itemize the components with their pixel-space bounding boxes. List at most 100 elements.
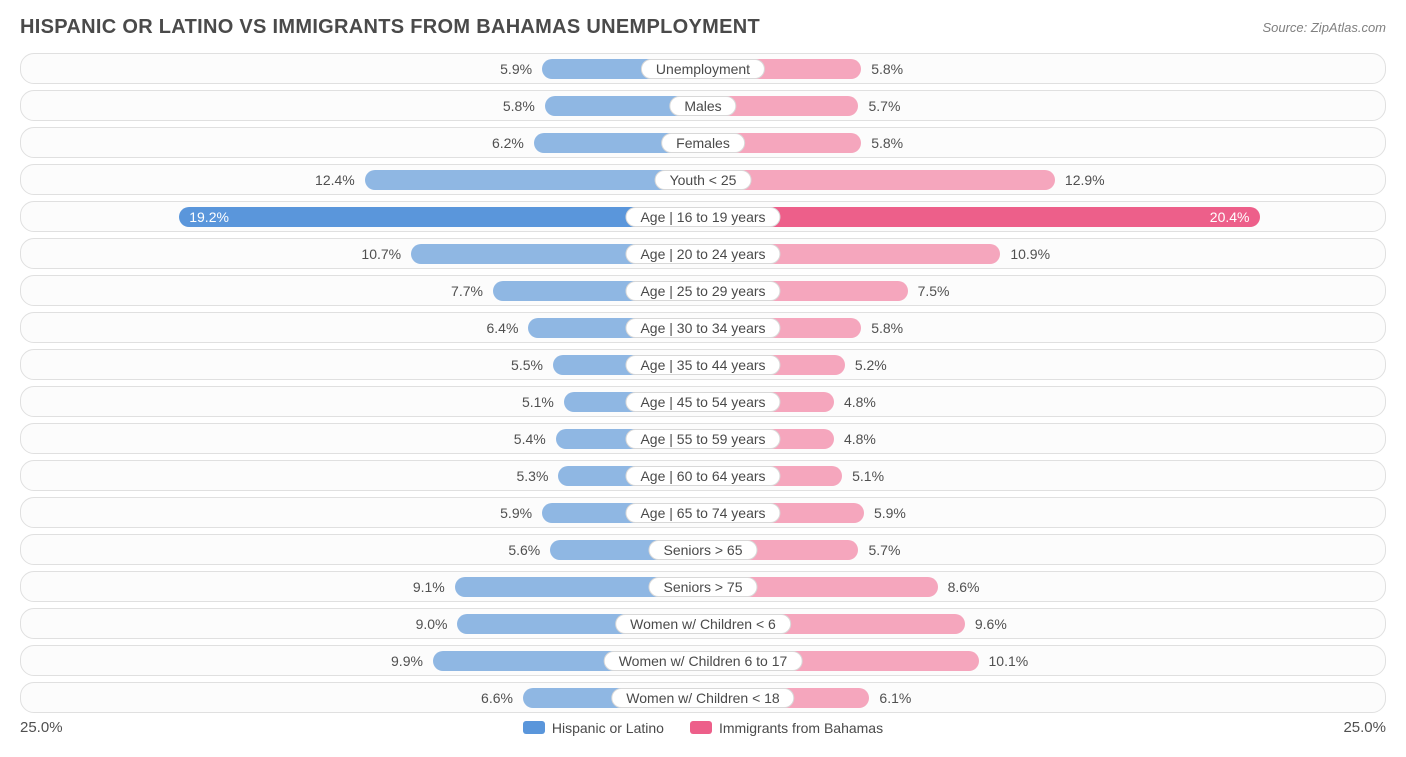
row-half-left: 6.2% <box>21 128 703 157</box>
axis-max-left: 25.0% <box>20 719 63 736</box>
legend-label-left: Hispanic or Latino <box>552 720 664 736</box>
row-half-left: 5.5% <box>21 350 703 379</box>
value-left: 7.7% <box>441 283 493 299</box>
value-left: 5.1% <box>512 394 564 410</box>
row-half-right: 6.1% <box>703 683 1385 712</box>
row-half-left: 5.3% <box>21 461 703 490</box>
row-half-left: 12.4% <box>21 165 703 194</box>
row-category-label: Age | 55 to 59 years <box>625 429 780 449</box>
value-right: 20.4% <box>1200 209 1260 225</box>
row-half-left: 5.9% <box>21 498 703 527</box>
row-half-left: 19.2% <box>21 202 703 231</box>
row-category-label: Age | 16 to 19 years <box>625 207 780 227</box>
value-left: 5.8% <box>493 98 545 114</box>
row-category-label: Age | 30 to 34 years <box>625 318 780 338</box>
row-category-label: Seniors > 75 <box>649 577 758 597</box>
row-half-left: 10.7% <box>21 239 703 268</box>
bar-left: 19.2% <box>179 207 703 227</box>
chart-row: 19.2% 20.4% Age | 16 to 19 years <box>20 201 1386 232</box>
chart-row: 9.9% 10.1% Women w/ Children 6 to 17 <box>20 645 1386 676</box>
bar-left <box>365 170 703 190</box>
value-left: 6.4% <box>477 320 529 336</box>
row-category-label: Males <box>669 96 736 116</box>
chart-row: 5.5% 5.2% Age | 35 to 44 years <box>20 349 1386 380</box>
value-right: 10.1% <box>979 653 1039 669</box>
value-right: 5.7% <box>858 542 910 558</box>
row-half-left: 6.4% <box>21 313 703 342</box>
chart-row: 12.4% 12.9% Youth < 25 <box>20 164 1386 195</box>
legend-swatch-right <box>690 721 712 734</box>
value-left: 5.3% <box>507 468 559 484</box>
value-left: 5.9% <box>490 505 542 521</box>
row-half-right: 5.8% <box>703 128 1385 157</box>
row-half-left: 9.0% <box>21 609 703 638</box>
row-half-right: 12.9% <box>703 165 1385 194</box>
value-right: 10.9% <box>1000 246 1060 262</box>
axis-max-right: 25.0% <box>1343 719 1386 736</box>
row-category-label: Age | 45 to 54 years <box>625 392 780 412</box>
legend-label-right: Immigrants from Bahamas <box>719 720 883 736</box>
row-category-label: Females <box>661 133 745 153</box>
chart-header: HISPANIC OR LATINO VS IMMIGRANTS FROM BA… <box>20 16 1386 39</box>
value-left: 5.4% <box>504 431 556 447</box>
row-category-label: Age | 60 to 64 years <box>625 466 780 486</box>
chart-row: 6.2% 5.8% Females <box>20 127 1386 158</box>
value-left: 19.2% <box>179 209 239 225</box>
value-left: 9.0% <box>406 616 458 632</box>
chart-row: 5.9% 5.8% Unemployment <box>20 53 1386 84</box>
row-half-left: 5.8% <box>21 91 703 120</box>
value-left: 10.7% <box>351 246 411 262</box>
row-half-right: 5.8% <box>703 313 1385 342</box>
chart-row: 9.1% 8.6% Seniors > 75 <box>20 571 1386 602</box>
row-half-right: 4.8% <box>703 424 1385 453</box>
row-half-left: 5.9% <box>21 54 703 83</box>
chart-footer: 25.0% Hispanic or Latino Immigrants from… <box>20 719 1386 736</box>
value-left: 9.9% <box>381 653 433 669</box>
row-half-right: 20.4% <box>703 202 1385 231</box>
value-right: 5.1% <box>842 468 894 484</box>
bar-right: 20.4% <box>703 207 1260 227</box>
row-half-right: 5.9% <box>703 498 1385 527</box>
value-left: 5.5% <box>501 357 553 373</box>
value-left: 12.4% <box>305 172 365 188</box>
legend-swatch-left <box>523 721 545 734</box>
row-half-left: 6.6% <box>21 683 703 712</box>
row-half-left: 5.4% <box>21 424 703 453</box>
chart-legend: Hispanic or Latino Immigrants from Baham… <box>523 720 883 736</box>
row-category-label: Unemployment <box>641 59 765 79</box>
chart-title: HISPANIC OR LATINO VS IMMIGRANTS FROM BA… <box>20 16 760 39</box>
row-half-right: 5.7% <box>703 535 1385 564</box>
value-right: 5.9% <box>864 505 916 521</box>
chart-row: 5.3% 5.1% Age | 60 to 64 years <box>20 460 1386 491</box>
chart-source: Source: ZipAtlas.com <box>1262 20 1386 35</box>
diverging-bar-chart: 5.9% 5.8% Unemployment 5.8% 5.7% Males <box>20 53 1386 713</box>
chart-row: 5.6% 5.7% Seniors > 65 <box>20 534 1386 565</box>
chart-row: 5.8% 5.7% Males <box>20 90 1386 121</box>
value-right: 5.8% <box>861 135 913 151</box>
row-half-right: 5.1% <box>703 461 1385 490</box>
row-category-label: Youth < 25 <box>655 170 752 190</box>
value-right: 9.6% <box>965 616 1017 632</box>
chart-row: 5.1% 4.8% Age | 45 to 54 years <box>20 386 1386 417</box>
row-category-label: Women w/ Children 6 to 17 <box>604 651 803 671</box>
row-half-right: 9.6% <box>703 609 1385 638</box>
chart-row: 9.0% 9.6% Women w/ Children < 6 <box>20 608 1386 639</box>
row-half-right: 7.5% <box>703 276 1385 305</box>
chart-row: 7.7% 7.5% Age | 25 to 29 years <box>20 275 1386 306</box>
row-half-left: 5.1% <box>21 387 703 416</box>
row-category-label: Age | 35 to 44 years <box>625 355 780 375</box>
value-right: 5.8% <box>861 61 913 77</box>
legend-item-right: Immigrants from Bahamas <box>690 720 883 736</box>
value-right: 5.2% <box>845 357 897 373</box>
row-category-label: Age | 65 to 74 years <box>625 503 780 523</box>
row-half-left: 9.1% <box>21 572 703 601</box>
row-half-right: 8.6% <box>703 572 1385 601</box>
row-category-label: Seniors > 65 <box>649 540 758 560</box>
chart-row: 5.4% 4.8% Age | 55 to 59 years <box>20 423 1386 454</box>
value-right: 5.7% <box>858 98 910 114</box>
row-category-label: Women w/ Children < 18 <box>611 688 794 708</box>
row-category-label: Age | 20 to 24 years <box>625 244 780 264</box>
row-half-left: 9.9% <box>21 646 703 675</box>
row-half-right: 10.1% <box>703 646 1385 675</box>
chart-row: 10.7% 10.9% Age | 20 to 24 years <box>20 238 1386 269</box>
